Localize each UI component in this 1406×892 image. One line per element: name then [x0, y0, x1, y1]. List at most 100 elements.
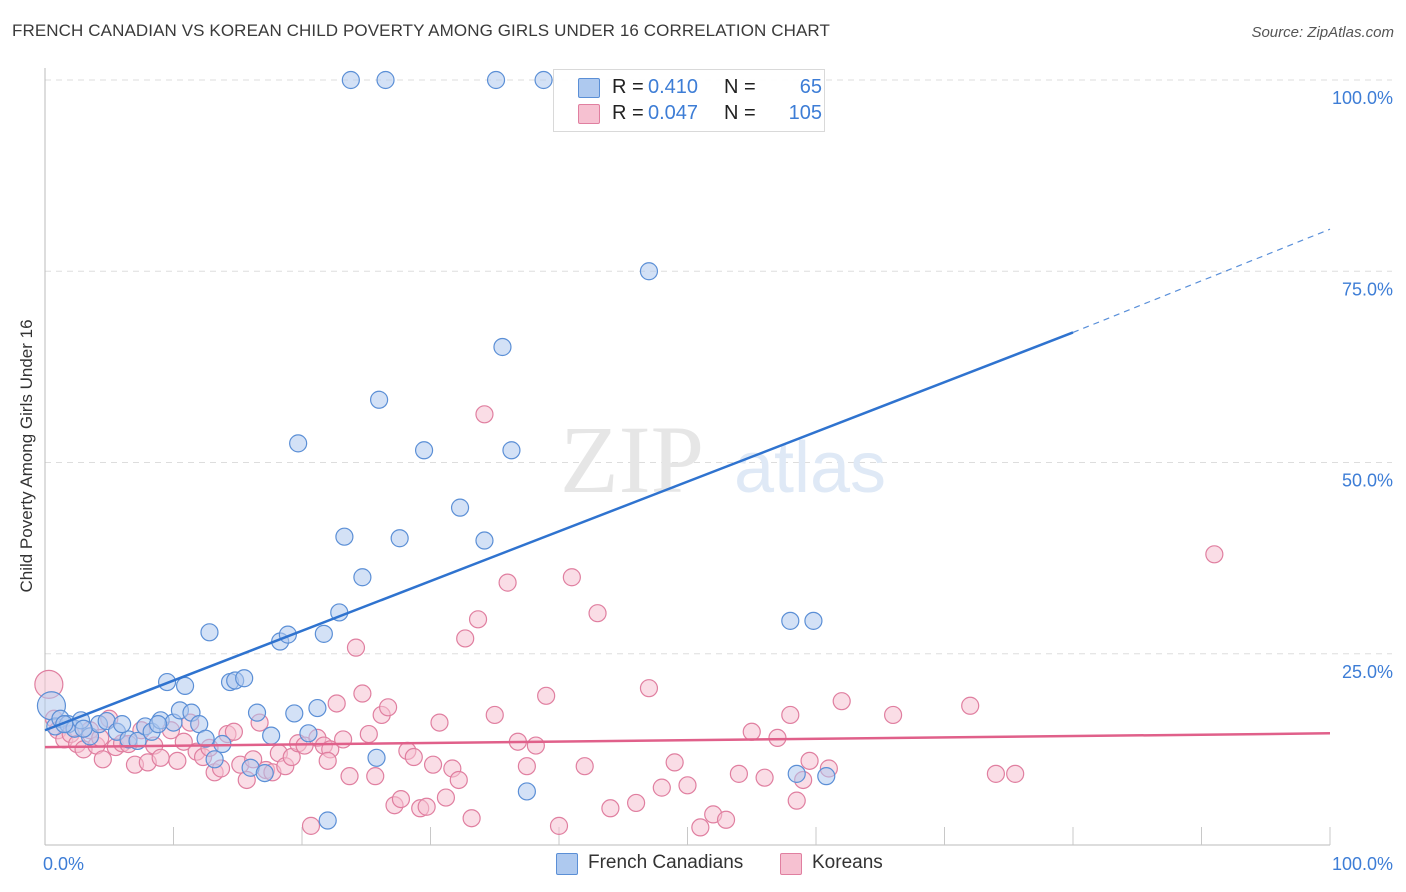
korean-point — [742, 722, 761, 741]
french-canadian-point — [112, 715, 132, 734]
korean-point — [485, 705, 504, 725]
korean-point — [787, 791, 806, 810]
korean-point — [575, 757, 594, 776]
french-canadian-point — [493, 337, 512, 357]
korean-point — [436, 788, 456, 807]
korean-point — [359, 724, 378, 744]
french-canadian-point — [289, 434, 308, 453]
french-canadian-point — [367, 748, 386, 767]
korean-point — [1205, 545, 1224, 564]
french-canadian-point — [335, 527, 354, 546]
stats-swatch-french — [578, 78, 600, 98]
french-canadian-point — [299, 724, 318, 743]
legend-label: Koreans — [812, 852, 883, 873]
korean-point — [417, 797, 436, 816]
tick-labels: 100.0% 75.0% 50.0% 25.0% 0.0% 100.0% — [43, 88, 1393, 874]
korean-point — [318, 751, 337, 770]
french-canadian-point — [376, 70, 395, 90]
french-canadian-point — [205, 750, 224, 769]
french-canadian-point — [196, 729, 215, 748]
korean-point — [562, 568, 581, 587]
korean-point — [883, 705, 903, 725]
grid-lines — [45, 79, 1392, 655]
french-canadian-point — [341, 70, 360, 90]
n-value: 65 — [799, 76, 822, 98]
korean-point — [430, 713, 449, 732]
french-canadian-point — [308, 698, 327, 718]
r-value: 0.410 — [648, 76, 699, 98]
french-canadian-point — [517, 782, 536, 801]
stats-box: R = 0.410 N = 65 R = 0.047 N = 105 — [553, 69, 825, 132]
french-canadian-point — [804, 611, 823, 630]
x-tick-label: 100.0% — [1332, 854, 1393, 874]
trendline-french-canadians-extension — [1072, 228, 1331, 334]
french-canadian-point — [255, 763, 274, 783]
french-canadian-point — [502, 441, 521, 460]
source-label: Source: ZipAtlas.com — [1251, 24, 1394, 41]
korean-point — [456, 629, 475, 648]
french-canadian-point — [781, 611, 800, 630]
french-canadian-point — [262, 726, 281, 745]
korean-point — [151, 748, 170, 767]
korean-point — [986, 764, 1006, 783]
korean-point — [588, 604, 607, 623]
korean-point — [526, 736, 545, 755]
korean-point — [93, 750, 112, 769]
korean-point — [601, 799, 620, 818]
korean-point — [423, 755, 443, 774]
y-tick-label: 25.0% — [1342, 662, 1393, 682]
korean-point — [334, 730, 353, 749]
korean-point — [168, 751, 187, 770]
trend-lines — [44, 228, 1331, 749]
korean-point — [832, 692, 851, 711]
french-canadian-point — [235, 669, 254, 688]
korean-point — [716, 810, 736, 829]
french-canadian-point — [817, 767, 836, 786]
korean-point — [800, 751, 819, 770]
korean-point — [517, 757, 536, 776]
n-label: N = — [724, 76, 756, 98]
french-canadian-point — [787, 764, 806, 783]
trendline-french-canadians — [44, 331, 1074, 732]
french-canadian-point — [148, 715, 168, 734]
french-canadian-point — [486, 70, 506, 90]
french-canadian-point — [175, 676, 195, 695]
korean-point — [639, 679, 659, 698]
n-label: N = — [724, 102, 756, 124]
korean-point — [301, 816, 321, 835]
french-canadian-point — [370, 390, 389, 409]
french-canadian-point — [534, 70, 553, 90]
korean-point — [549, 816, 569, 835]
y-tick-label: 100.0% — [1332, 88, 1393, 108]
french-canadian-point — [318, 811, 337, 830]
korean-point — [224, 722, 243, 741]
trendline-koreans — [44, 732, 1331, 749]
y-tick-label: 75.0% — [1342, 279, 1393, 299]
french-canadian-point — [285, 704, 304, 723]
legend-swatch-french — [556, 853, 578, 875]
korean-point — [346, 638, 366, 657]
y-tick-label: 50.0% — [1342, 471, 1393, 491]
french-canadian-point — [314, 624, 333, 643]
watermark-zip: ZIP — [560, 406, 704, 513]
korean-point — [755, 768, 774, 787]
french-canadian-point — [414, 441, 434, 460]
korean-point — [729, 764, 749, 783]
french-canadian-point — [450, 498, 470, 517]
korean-point — [961, 696, 980, 715]
r-value: 0.047 — [648, 102, 699, 124]
korean-point — [353, 684, 372, 703]
korean-point — [340, 767, 359, 786]
korean-point — [1006, 764, 1025, 783]
korean-point — [366, 767, 385, 786]
korean-point — [626, 793, 646, 813]
stats-swatch-korean — [578, 104, 600, 124]
korean-point — [391, 789, 411, 809]
korean-point — [475, 405, 494, 424]
french-canadian-point — [390, 529, 409, 548]
french-canadian-point — [475, 531, 494, 550]
french-canadian-point — [200, 623, 219, 642]
r-label: R = — [612, 102, 644, 124]
chart-title: FRENCH CANADIAN VS KOREAN CHILD POVERTY … — [12, 21, 830, 40]
